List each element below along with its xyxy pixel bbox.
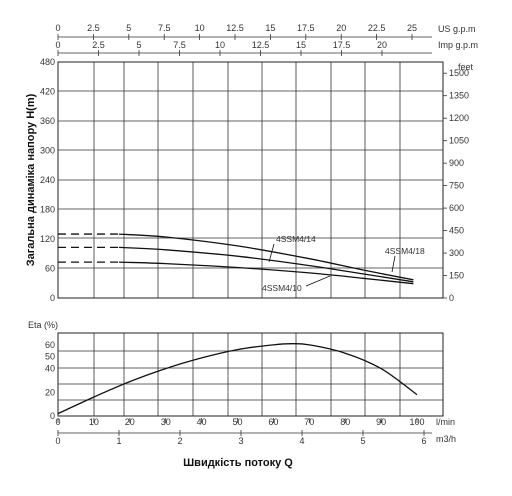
head-y-tick-label: 300 xyxy=(40,146,55,156)
top-axis-imp-tick-label: 20 xyxy=(377,40,387,50)
curves xyxy=(57,233,418,415)
head-feet-tick-label: 600 xyxy=(449,203,464,213)
top-axis-us-unit: US g.p.m xyxy=(438,24,476,34)
flow-m3h-tick-label: 5 xyxy=(360,436,365,446)
curve-label-leader xyxy=(391,255,396,273)
top-axis-imp-tick-label: 15 xyxy=(296,40,306,50)
head-feet-tick-label: 1500 xyxy=(449,68,469,78)
head-feet-tick-label: 300 xyxy=(449,248,464,258)
top-axis-imp-tick-label: 2.5 xyxy=(92,40,105,50)
head-feet-tick-label: 1050 xyxy=(449,136,469,146)
flow-lmin-unit: l/min xyxy=(436,417,455,427)
eta-y-tick-label: 50 xyxy=(45,352,55,362)
head-y-tick-label: 180 xyxy=(40,205,55,215)
top-axis-us-tick-label: 15 xyxy=(265,23,275,33)
flow-m3h-unit: m3/h xyxy=(436,434,456,444)
curve-label-4SSM4-14: 4SSM4/14 xyxy=(276,234,316,244)
efficiency-curve xyxy=(57,343,418,415)
head-curve-4SSM4-18 xyxy=(118,233,414,281)
head-curve-4SSM4-10 xyxy=(118,261,414,285)
flow-m3h-tick-label: 0 xyxy=(55,436,60,446)
head-feet-tick-label: 0 xyxy=(449,293,454,303)
head-curve-4SSM4-14 xyxy=(118,246,414,283)
flow-lmin-tick-label: 10 xyxy=(89,417,99,427)
top-axis-imp-tick-label: 17.5 xyxy=(333,40,351,50)
head-y-tick-label: 60 xyxy=(45,264,55,274)
top-axis-us-tick-label: 20 xyxy=(336,23,346,33)
flow-lmin-tick-label: 100 xyxy=(409,417,424,427)
top-axis-us-tick-label: 5 xyxy=(126,23,131,33)
top-axis-imp-tick-label: 7.5 xyxy=(173,40,186,50)
flow-lmin-tick-label: 90 xyxy=(376,417,386,427)
top-axis-us-tick-label: 7.5 xyxy=(158,23,171,33)
top-axis-us-tick-label: 22.5 xyxy=(368,23,386,33)
head-feet-tick-label: 1350 xyxy=(449,91,469,101)
flow-lmin-tick-label: 30 xyxy=(161,417,171,427)
eta-plot-frame xyxy=(57,332,444,417)
flow-lmin-tick-label: 70 xyxy=(304,417,314,427)
curve-label-4SSM4-18: 4SSM4/18 xyxy=(385,246,425,256)
flow-axis-title: Швидкість потоку Q xyxy=(183,457,293,469)
head-y-tick-label: 480 xyxy=(40,57,55,67)
flow-lmin-tick-label: 40 xyxy=(197,417,207,427)
top-axis-imp-tick-label: 10 xyxy=(215,40,225,50)
flow-m3h-tick-label: 6 xyxy=(421,436,426,446)
head-y-tick-label: 360 xyxy=(40,116,55,126)
top-axis-us-tick-label: 25 xyxy=(407,23,417,33)
eta-y-tick-label: 60 xyxy=(45,340,55,350)
flow-lmin-tick-label: 60 xyxy=(268,417,278,427)
head-feet-tick-label: 900 xyxy=(449,158,464,168)
flow-m3h-tick-label: 1 xyxy=(116,436,121,446)
top-axis-us-tick-label: 17.5 xyxy=(297,23,315,33)
labels: 0 2.5 5 7.5 10 12.5 15 17.5 20 22.5 250 2.5 5 7.5 10 12… xyxy=(40,23,469,446)
flow-lmin-tick-label: 20 xyxy=(125,417,135,427)
top-axis-imp-tick-label: 0 xyxy=(55,40,60,50)
eta-axis-title: Eta (%) xyxy=(28,320,58,330)
flow-m3h-tick-label: 4 xyxy=(299,436,304,446)
head-y-tick-label: 240 xyxy=(40,175,55,185)
head-y-tick-label: 120 xyxy=(40,234,55,244)
head-feet-tick-label: 1200 xyxy=(449,113,469,123)
head-axis-title: Загальна динаміка напору H(m) xyxy=(25,93,37,266)
curve-label-leader xyxy=(305,275,331,287)
flow-lmin-tick-label: 50 xyxy=(232,417,242,427)
top-axis-us-tick-label: 12.5 xyxy=(226,23,244,33)
eta-y-tick-label: 0 xyxy=(50,411,55,421)
eta-y-tick-label: 40 xyxy=(45,364,55,374)
top-axis-imp-unit: Imp g.p.m xyxy=(438,40,478,50)
top-axis-imp-tick-label: 5 xyxy=(136,40,141,50)
top-axis-imp-tick-label: 12.5 xyxy=(252,40,270,50)
flow-m3h-tick-label: 2 xyxy=(177,436,182,446)
flow-m3h-tick-label: 3 xyxy=(238,436,243,446)
top-axis-us-tick-label: 2.5 xyxy=(87,23,100,33)
flow-lmin-tick-label: 0 xyxy=(55,417,60,427)
grid-lines xyxy=(57,34,447,436)
head-feet-tick-label: 150 xyxy=(449,271,464,281)
head-y-tick-label: 420 xyxy=(40,87,55,97)
curve-label-leader xyxy=(268,243,275,263)
flow-lmin-tick-label: 80 xyxy=(340,417,350,427)
top-axis-us-tick-label: 0 xyxy=(55,23,60,33)
head-feet-tick-label: 750 xyxy=(449,181,464,191)
top-axis-us-tick-label: 10 xyxy=(195,23,205,33)
curve-label-4SSM4-10: 4SSM4/10 xyxy=(262,283,302,293)
eta-y-tick-label: 20 xyxy=(45,387,55,397)
head-feet-tick-label: 450 xyxy=(449,226,464,236)
head-y-tick-label: 0 xyxy=(50,293,55,303)
head-axis-feet-unit: feet xyxy=(458,62,474,72)
